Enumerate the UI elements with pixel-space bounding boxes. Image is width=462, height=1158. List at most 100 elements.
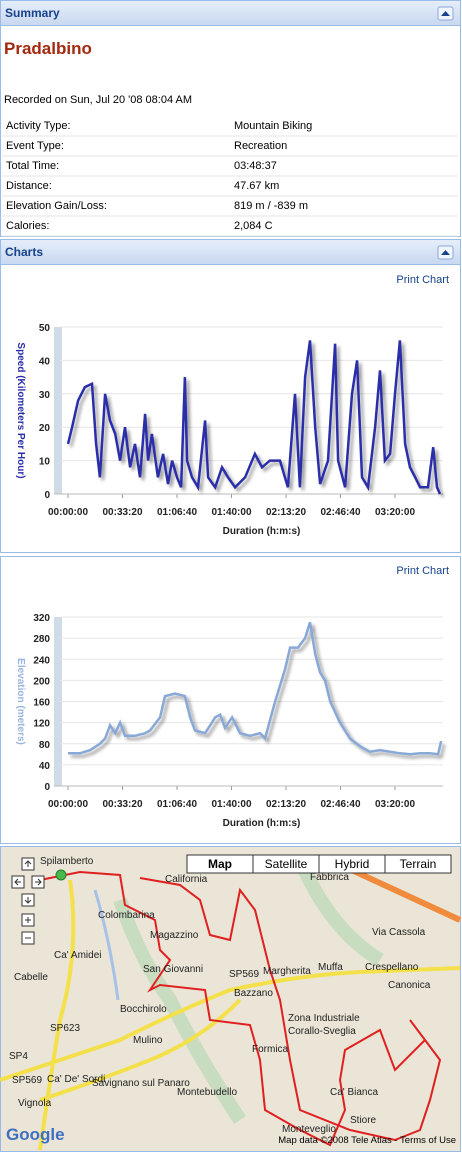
road [39,998,242,1102]
y-tick-label: 20 [39,423,51,434]
control-icons [14,860,42,939]
map-label: Zona Industriale [288,1013,360,1024]
map-label: Bazzano [234,988,273,999]
map-label: Crespellano [365,962,419,973]
row-value: 819 m / -839 m [234,200,308,212]
plot-area [60,327,443,494]
y-tick-label: 240 [33,655,50,666]
x-tick-label: 02:13:20 [266,799,306,810]
x-tick-label: 00:00:00 [48,507,88,518]
map-label: Muffa [318,962,343,973]
summary-header [0,0,461,26]
map-label: San Giovanni [143,964,203,975]
charts-header-title: Charts [5,245,43,259]
start-marker [55,869,67,881]
x-tick-label: 02:46:40 [320,507,360,518]
print-chart-link[interactable]: Print Chart [396,274,449,286]
row-value: 47.67 km [234,180,279,192]
y-tick-label: 320 [33,613,50,624]
row-label: Distance: [6,180,52,192]
charts: 0 10 20 30 40 50 00:00:00 00:33:20 01:06:40 01:40… [15,323,443,829]
map-type-label: Terrain [400,857,437,871]
map-label: California [165,874,208,885]
charts-header [0,239,461,265]
summary-header-title: Summary [5,6,60,20]
x-tick-label: 00:33:20 [102,799,142,810]
summary-table: Activity Type: Mountain Biking Event Type:… [2,120,458,237]
x-tick-label: 02:46:40 [320,799,360,810]
map-labels: Spilamberto California Fabbrica Colombarina… [9,856,431,1135]
axis-band [54,327,62,494]
x-tick-label: 01:40:00 [211,507,251,518]
x-tick-label: 00:33:20 [102,507,142,518]
x-axis-title: Duration (h:m:s) [223,818,301,829]
map-type-label: Hybrid [335,857,370,871]
map-label: Ca' De' Sordi [47,1074,105,1085]
y-tick-label: 200 [33,676,50,687]
map-type-button[interactable] [384,854,452,874]
y-tick-label: 0 [44,490,50,501]
terrain [113,857,384,1124]
y-tick-label: 10 [39,457,51,468]
series-line [66,340,442,495]
x-tick-label: 01:40:00 [211,799,251,810]
map-label: SP569 [12,1075,42,1086]
map-label: Fabbrica [310,872,349,883]
map-label: Corallo-Sveglia [288,1026,356,1037]
row-label: Total Time: [6,160,59,172]
row-label: Elevation Gain/Loss: [6,200,107,212]
pan-controls [11,857,45,945]
row-value: 03:48:37 [234,160,277,172]
collapse-icon [441,250,450,255]
print-chart-link[interactable]: Print Chart [396,565,449,577]
y-tick-label: 80 [39,740,51,751]
y-tick-label: 40 [39,761,51,772]
x-axis-title: Duration (h:m:s) [223,526,301,537]
map-type-label: Satellite [265,857,308,871]
summary-panel [0,0,461,237]
x-tick-label: 01:06:40 [157,507,197,518]
map-label: Cabelle [14,972,48,983]
x-tick-label: 01:06:40 [157,799,197,810]
map-label: Mulino [133,1035,163,1046]
row-value: Recreation [234,140,287,152]
map-label: Stiore [350,1115,377,1126]
y-tick-label: 160 [33,698,50,709]
y-tick-label: 280 [33,634,50,645]
road [0,966,461,1082]
map-label: Magazzino [150,930,199,941]
map-logo: Google [6,1125,65,1144]
series-line [68,621,443,756]
axis-band [54,617,62,786]
map-label: SP4 [9,1051,28,1062]
route [39,870,442,1147]
map-label: Bocchirolo [120,1004,167,1015]
map-type-label: Map [208,857,232,871]
map-label: Montebudello [177,1087,237,1098]
map: Spilamberto California Fabbrica Colombarina… [0,846,462,1152]
y-tick-label: 0 [44,782,50,793]
map-label: Savignano sul Panaro [92,1078,190,1089]
row-label: Event Type: [6,140,64,152]
map-label: Spilamberto [40,856,94,867]
x-tick-label: 03:20:00 [375,799,415,810]
map-type-buttons: Map Satellite Hybrid Terrain [186,854,452,874]
y-tick-label: 30 [39,390,51,401]
map-label: Monteveglio [282,1124,336,1135]
activity-title: Pradalbino [4,39,92,58]
map-label: Formica [252,1044,289,1055]
x-tick-label: 02:13:20 [266,507,306,518]
y-tick-label: 50 [39,323,51,334]
map-label: SP623 [50,1023,80,1034]
collapse-icon [441,11,450,16]
map-credit: Map data ©2008 Tele Atlas - Terms of Use [278,1135,456,1146]
row-label: Calories: [6,220,49,232]
road [38,879,76,1151]
recorded-date: Recorded on Sun, Jul 20 '08 08:04 AM [4,94,192,106]
row-value: 2,084 C [234,220,273,232]
y-tick-label: 40 [39,356,51,367]
y-axis-title: Elevation (meters) [15,658,26,745]
x-tick-label: 00:00:00 [48,799,88,810]
